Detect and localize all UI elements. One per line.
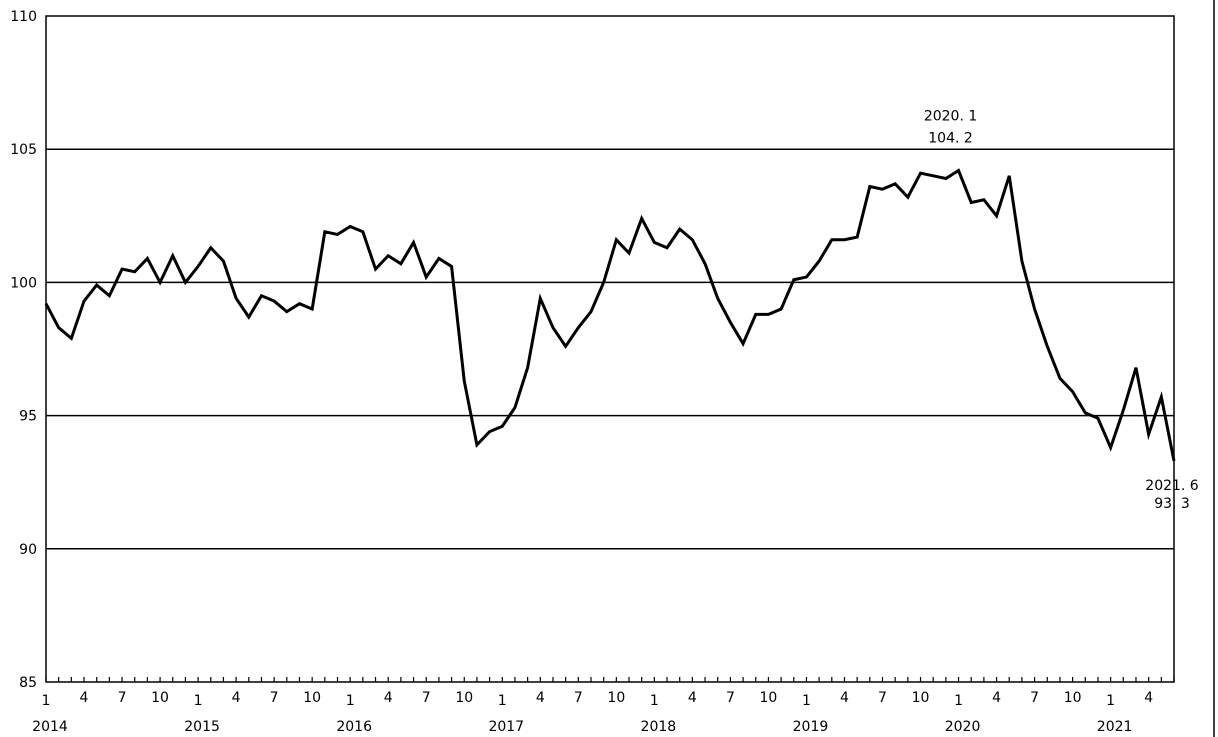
- x-tick-label: 4: [688, 690, 697, 706]
- x-tick-label: 10: [912, 690, 930, 706]
- x-tick-label: 10: [1064, 690, 1082, 706]
- x-tick-label: 1: [42, 693, 51, 709]
- y-tick-label-90: 90: [19, 542, 37, 558]
- x-tick-label: 10: [455, 690, 473, 706]
- gridlines: [46, 148, 1174, 550]
- y-tick-label-110: 110: [10, 9, 37, 25]
- x-tick-label: 10: [151, 690, 169, 706]
- y-tick-label-100: 100: [10, 275, 37, 291]
- x-tick-label: 10: [303, 690, 321, 706]
- annotation-peak-date: 2020. 1: [924, 109, 977, 125]
- x-tick-label: 4: [80, 690, 89, 706]
- annotations: 2020. 1 104. 2 2021. 6 93. 3: [924, 109, 1199, 512]
- x-tick-label: 4: [992, 690, 1001, 706]
- x-tick-label: 4: [232, 690, 241, 706]
- y-tick-label-95: 95: [19, 409, 37, 425]
- x-tick-label: 1: [954, 693, 963, 709]
- year-label-2015: 2015: [184, 719, 220, 735]
- x-axis-ticks: [45, 677, 1175, 682]
- year-label-2017: 2017: [488, 719, 524, 735]
- x-tick-label: 10: [760, 690, 778, 706]
- annotation-peak-value: 104. 2: [928, 131, 973, 147]
- plot-frame: [45, 15, 1175, 683]
- x-tick-label: 7: [726, 690, 735, 706]
- x-tick-label: 4: [384, 690, 393, 706]
- x-tick-label: 4: [1144, 690, 1153, 706]
- x-tick-label: 4: [840, 690, 849, 706]
- x-tick-label: 7: [1030, 690, 1039, 706]
- x-tick-label: 10: [607, 690, 625, 706]
- year-label-2014: 2014: [32, 719, 68, 735]
- x-tick-label: 1: [194, 693, 203, 709]
- year-label-2019: 2019: [793, 719, 829, 735]
- x-tick-label: 1: [1106, 693, 1115, 709]
- x-tick-label: 4: [536, 690, 545, 706]
- year-label-2016: 2016: [336, 719, 372, 735]
- year-label-2018: 2018: [641, 719, 677, 735]
- x-tick-label: 7: [270, 690, 279, 706]
- x-tick-label: 7: [422, 690, 431, 706]
- x-tick-label: 1: [346, 693, 355, 709]
- y-tick-label-105: 105: [10, 142, 37, 158]
- x-tick-label: 1: [498, 693, 507, 709]
- x-tick-label: 7: [118, 690, 127, 706]
- x-tick-label: 1: [802, 693, 811, 709]
- x-tick-label: 1: [650, 693, 659, 709]
- y-tick-label-85: 85: [19, 675, 37, 691]
- data-points: [44, 169, 1176, 463]
- year-label-2020: 2020: [945, 719, 981, 735]
- annotation-latest-date: 2021. 6: [1145, 478, 1199, 494]
- year-labels: 2014 2015 2016 2017 2018 2019 2020 2021: [32, 719, 1132, 735]
- annotation-latest-value: 93. 3: [1154, 496, 1190, 512]
- year-label-2021: 2021: [1097, 719, 1133, 735]
- series-line: [44, 168, 1176, 462]
- x-axis-tick-labels: 1 4 7 10 1 4 7 10 1 4 7 10 1 4 7 10 1 4 7 10 1 4 7 10 1 4 7 10 1 4: [42, 690, 1154, 709]
- x-tick-label: 7: [574, 690, 583, 706]
- x-tick-label: 7: [878, 690, 887, 706]
- y-axis-tick-labels: 85 90 95 100 105 110: [10, 9, 37, 691]
